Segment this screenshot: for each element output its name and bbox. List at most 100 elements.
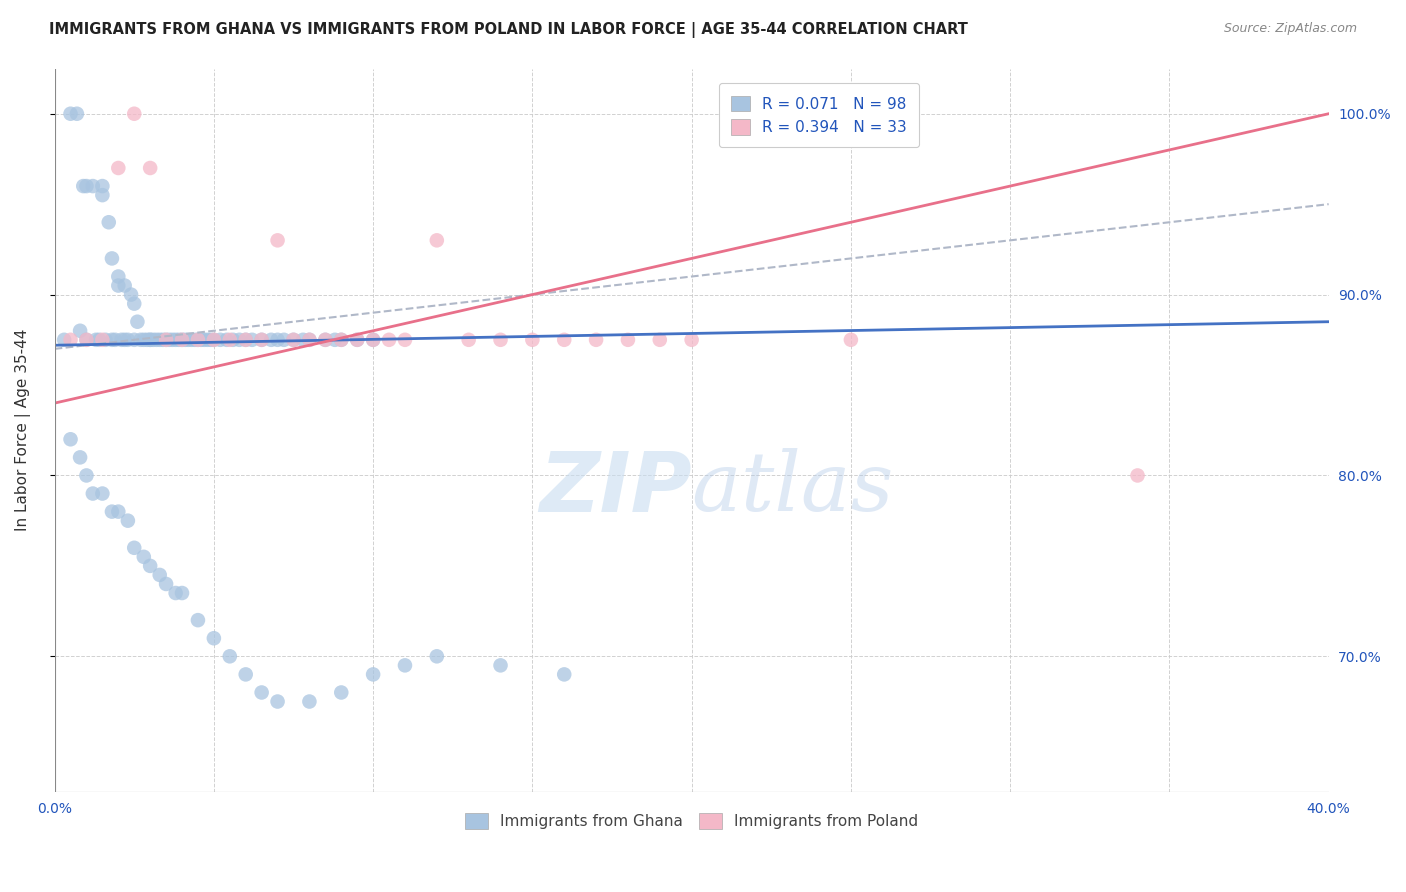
Point — [394, 658, 416, 673]
Point — [122, 296, 145, 310]
Point — [346, 333, 368, 347]
Point — [426, 233, 449, 247]
Point — [200, 333, 222, 347]
Point — [177, 333, 200, 347]
Point — [117, 333, 139, 347]
Point — [101, 333, 124, 347]
Point — [59, 107, 82, 121]
Point — [187, 333, 209, 347]
Point — [139, 333, 162, 347]
Point — [53, 333, 76, 347]
Point — [162, 333, 184, 347]
Point — [361, 333, 384, 347]
Point — [75, 333, 97, 347]
Point — [94, 333, 117, 347]
Point — [82, 179, 104, 194]
Point — [193, 333, 215, 347]
Point — [91, 179, 114, 194]
Y-axis label: In Labor Force | Age 35-44: In Labor Force | Age 35-44 — [15, 329, 31, 532]
Point — [330, 333, 353, 347]
Point — [122, 107, 145, 121]
Point — [218, 333, 240, 347]
Point — [228, 333, 250, 347]
Point — [145, 333, 167, 347]
Point — [165, 333, 187, 347]
Point — [59, 432, 82, 446]
Point — [157, 333, 180, 347]
Point — [91, 188, 114, 202]
Point — [132, 333, 155, 347]
Point — [110, 333, 132, 347]
Point — [314, 333, 336, 347]
Point — [235, 333, 257, 347]
Point — [101, 252, 124, 266]
Point — [394, 333, 416, 347]
Point — [117, 514, 139, 528]
Point — [553, 333, 575, 347]
Point — [72, 179, 94, 194]
Legend: Immigrants from Ghana, Immigrants from Poland: Immigrants from Ghana, Immigrants from P… — [460, 806, 924, 835]
Point — [180, 333, 202, 347]
Point — [101, 505, 124, 519]
Point — [250, 333, 273, 347]
Point — [361, 667, 384, 681]
Point — [330, 333, 353, 347]
Point — [553, 667, 575, 681]
Point — [839, 333, 862, 347]
Point — [149, 333, 172, 347]
Point — [107, 161, 129, 175]
Point — [585, 333, 607, 347]
Point — [266, 233, 288, 247]
Point — [149, 568, 172, 582]
Point — [283, 333, 305, 347]
Point — [314, 333, 336, 347]
Point — [155, 333, 177, 347]
Point — [132, 549, 155, 564]
Point — [82, 486, 104, 500]
Point — [215, 333, 238, 347]
Point — [330, 685, 353, 699]
Point — [202, 632, 225, 646]
Point — [298, 333, 321, 347]
Point — [202, 333, 225, 347]
Point — [89, 333, 111, 347]
Point — [97, 215, 120, 229]
Point — [75, 333, 97, 347]
Point — [378, 333, 401, 347]
Point — [170, 333, 193, 347]
Point — [292, 333, 315, 347]
Point — [346, 333, 368, 347]
Point — [66, 107, 89, 121]
Point — [361, 333, 384, 347]
Point — [139, 333, 162, 347]
Point — [266, 333, 288, 347]
Point — [250, 333, 273, 347]
Point — [240, 333, 263, 347]
Point — [84, 333, 107, 347]
Point — [457, 333, 479, 347]
Point — [187, 333, 209, 347]
Point — [209, 333, 232, 347]
Point — [617, 333, 640, 347]
Point — [283, 333, 305, 347]
Point — [184, 333, 207, 347]
Point — [170, 333, 193, 347]
Point — [648, 333, 671, 347]
Point — [522, 333, 544, 347]
Point — [235, 333, 257, 347]
Point — [127, 315, 149, 329]
Point — [165, 586, 187, 600]
Text: IMMIGRANTS FROM GHANA VS IMMIGRANTS FROM POLAND IN LABOR FORCE | AGE 35-44 CORRE: IMMIGRANTS FROM GHANA VS IMMIGRANTS FROM… — [49, 22, 969, 38]
Point — [190, 333, 212, 347]
Point — [104, 333, 127, 347]
Point — [273, 333, 295, 347]
Point — [69, 450, 91, 465]
Point — [681, 333, 703, 347]
Text: ZIP: ZIP — [538, 448, 692, 529]
Text: Source: ZipAtlas.com: Source: ZipAtlas.com — [1223, 22, 1357, 36]
Point — [1126, 468, 1149, 483]
Point — [139, 558, 162, 573]
Point — [122, 541, 145, 555]
Point — [107, 278, 129, 293]
Point — [107, 505, 129, 519]
